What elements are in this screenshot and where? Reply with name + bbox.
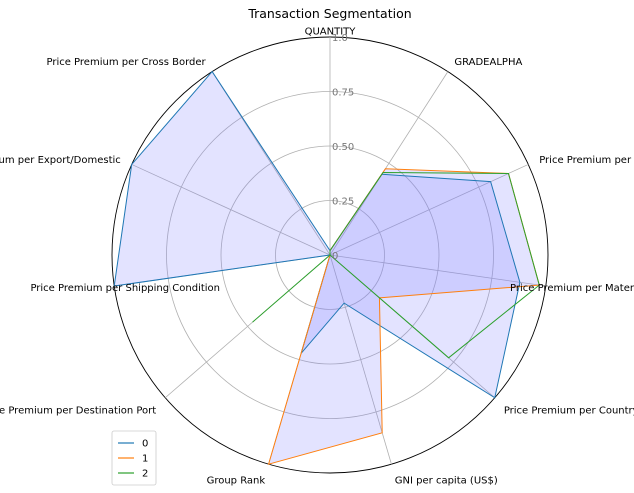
legend-label-0: 0 bbox=[142, 439, 148, 450]
series-fill-0 bbox=[114, 71, 520, 398]
radial-tick-labels: 0 0.25 0.50 0.75 1.0 bbox=[332, 33, 354, 262]
axis-label: Price Premium per Shipping Condition bbox=[30, 283, 220, 294]
grid-spoke bbox=[329, 164, 529, 256]
axis-label: Price Premium per Material bbox=[510, 283, 634, 294]
radial-tick-label: 0.25 bbox=[332, 197, 354, 208]
series-line-2 bbox=[252, 171, 540, 359]
grid-spoke bbox=[131, 164, 331, 256]
series-line-0 bbox=[113, 70, 521, 399]
series-lines bbox=[113, 70, 540, 465]
series-fill-1 bbox=[268, 168, 540, 465]
axis-label: GRADEALPHA bbox=[454, 57, 522, 68]
radial-tick-label: 0.75 bbox=[332, 88, 354, 99]
legend-label-1: 1 bbox=[142, 454, 148, 465]
series-fills bbox=[114, 71, 540, 465]
axis-label: Price Premium per Export/Domestic bbox=[0, 155, 121, 166]
axis-label: Price Premium per Grade bbox=[539, 155, 634, 166]
axis-label: Price Premium per Cross Border bbox=[46, 57, 206, 68]
axis-labels: QUANTITY GRADEALPHA Price Premium per Grad… bbox=[0, 27, 634, 487]
radial-tick-label: 0.50 bbox=[332, 142, 354, 153]
legend: 0 1 2 bbox=[111, 430, 157, 486]
grid-spoke bbox=[329, 254, 546, 287]
chart-title: Transaction Segmentation bbox=[247, 6, 411, 21]
axis-label: Price Premium per Destination Port bbox=[0, 406, 156, 417]
axis-label: QUANTITY bbox=[305, 27, 357, 38]
grid-spoke bbox=[329, 71, 449, 256]
grid-spoke bbox=[329, 254, 392, 465]
axis-label: GNI per capita (US$) bbox=[395, 476, 498, 487]
axis-label: Group Rank bbox=[207, 476, 266, 487]
legend-label-2: 2 bbox=[142, 469, 148, 480]
axis-label: Price Premium per Country bbox=[504, 406, 634, 417]
radial-tick-label: 1.0 bbox=[332, 33, 348, 44]
radial-tick-label: 0 bbox=[332, 251, 338, 262]
